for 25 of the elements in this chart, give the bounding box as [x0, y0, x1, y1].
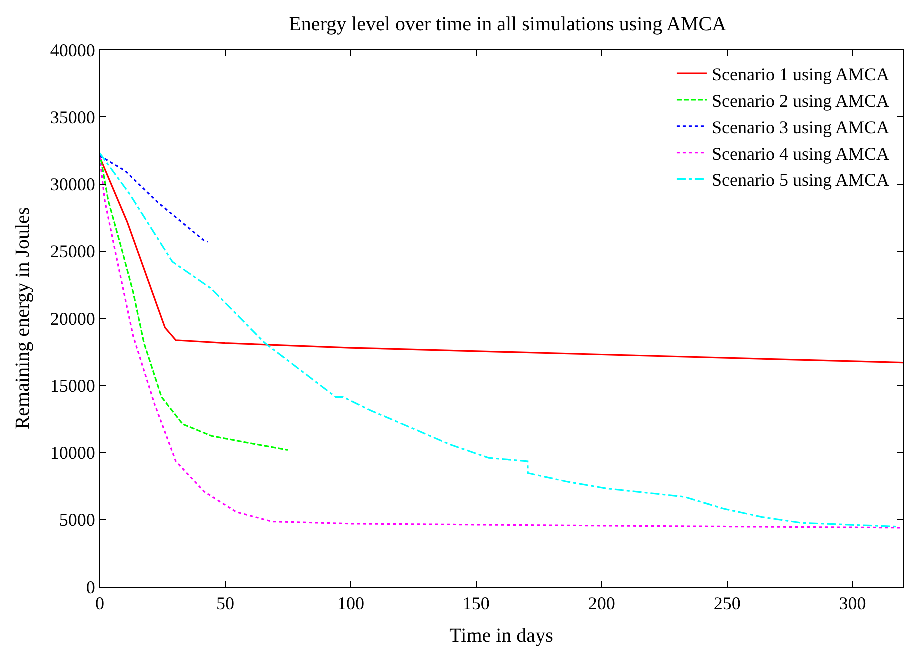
- y-tick-label: 35000: [50, 107, 96, 128]
- y-tick-label: 0: [86, 577, 96, 598]
- x-axis-title: Time in days: [450, 625, 554, 648]
- line-series: [100, 152, 289, 451]
- x-tick-label: 200: [588, 594, 616, 614]
- y-tick-label: 5000: [59, 510, 96, 530]
- y-tick-label: 30000: [50, 174, 96, 195]
- y-tick-label: 15000: [50, 376, 96, 396]
- legend-label: Scenario 1 using AMCA: [712, 64, 890, 85]
- x-tick-label: 100: [337, 594, 364, 614]
- y-tick-label: 10000: [50, 443, 96, 464]
- legend-label: Scenario 2 using AMCA: [712, 90, 890, 111]
- x-tick-label: 300: [839, 594, 866, 614]
- x-tick-label: 250: [714, 594, 741, 614]
- line-series: [100, 155, 209, 243]
- x-tick-label: 150: [462, 594, 490, 614]
- legend-label: Scenario 5 using AMCA: [712, 170, 890, 190]
- legend-label: Scenario 4 using AMCA: [712, 144, 890, 164]
- x-tick-label: 50: [216, 594, 234, 614]
- y-tick-label: 20000: [50, 308, 96, 329]
- y-axis-title: Remaining energy in Joules: [12, 207, 34, 430]
- y-tick-label: 25000: [50, 242, 96, 262]
- y-tick-label: 40000: [50, 40, 96, 60]
- chart-title: Energy level over time in all simulations using AMCA: [289, 13, 728, 36]
- legend-label: Scenario 3 using AMCA: [712, 117, 890, 138]
